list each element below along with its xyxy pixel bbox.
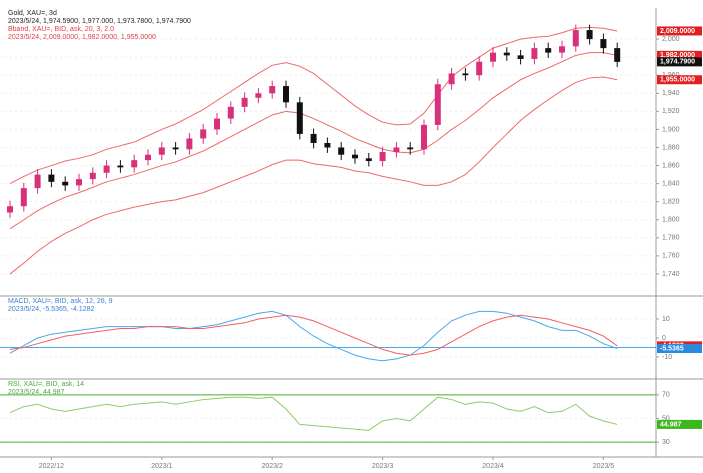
x-tick-label: 2023/2 (261, 463, 283, 470)
y-tick-label: 50 (662, 415, 670, 422)
candle-body (103, 165, 110, 173)
candle-body (531, 48, 538, 59)
candle-body (200, 129, 207, 139)
candle-body (365, 158, 372, 162)
candle-body (172, 147, 179, 150)
candle-body (338, 147, 345, 155)
y-tick-label: 2,000 (662, 36, 680, 43)
candle-body (214, 118, 220, 130)
candle-body (614, 48, 621, 62)
candle-body (241, 97, 248, 107)
candle-body (393, 147, 400, 152)
candle-body (352, 154, 358, 159)
candle-body (76, 179, 82, 186)
x-tick-label: 2023/3 (372, 463, 394, 470)
candle-body (20, 188, 27, 207)
candle-body (559, 46, 565, 53)
y-tick-label: 1,760 (662, 253, 680, 260)
candle-body (310, 133, 317, 143)
y-tick-label: 30 (662, 439, 670, 446)
y-tick-label: 1,880 (662, 144, 680, 151)
candle-body (490, 52, 496, 62)
legend-text: Gold, XAU=, 3d (8, 10, 57, 17)
y-tick-label: 0 (662, 335, 666, 342)
series-line (9, 52, 618, 230)
candle-body (503, 52, 510, 56)
legend-text: 2023/5/24, 2,009.0000, 1,982.0000, 1,955… (8, 34, 156, 41)
price-tag-label: 1,974.7900 (660, 59, 695, 66)
series-line (9, 314, 618, 356)
price-tag (657, 75, 702, 85)
candle-body (117, 165, 124, 168)
x-tick-label: 2022/12 (39, 463, 64, 470)
candle-body (186, 138, 193, 150)
candle-body (517, 55, 524, 59)
y-tick-label: 1,940 (662, 90, 680, 97)
candle-body (476, 61, 483, 76)
price-tag-label: 44.987 (660, 421, 682, 428)
x-tick-label: 2023/4 (482, 463, 504, 470)
x-tick-label: 2023/5 (593, 463, 615, 470)
candle-body (227, 106, 234, 119)
legend-text: 2023/5/24, 44.987 (8, 389, 65, 396)
y-tick-label: 10 (662, 316, 670, 323)
candle-body (407, 147, 414, 150)
candle-body (545, 48, 552, 53)
candle-body (296, 102, 303, 134)
candle-body (283, 86, 289, 103)
candle-body (158, 147, 165, 155)
price-tag (657, 26, 702, 36)
candle-body (269, 86, 276, 94)
candle-body (62, 181, 69, 186)
legend-text: MACD, XAU=, BID, ask, 12, 26, 9 (8, 298, 113, 305)
candle-body (255, 93, 262, 98)
candle-body (586, 30, 593, 40)
y-tick-label: 1,820 (662, 199, 680, 206)
y-tick-label: -10 (662, 354, 672, 361)
candle-body (462, 73, 469, 76)
y-tick-label: 1,900 (662, 126, 680, 133)
y-tick-label: 70 (662, 392, 670, 399)
candle-body (434, 84, 441, 125)
price-tag-label: 1,955.0000 (660, 77, 695, 84)
price-tag (657, 419, 702, 429)
candle-body (448, 73, 455, 85)
price-tag-label: 2,009.0000 (660, 28, 695, 35)
candle-body (131, 160, 138, 168)
candle-body (600, 39, 607, 49)
price-tag (657, 50, 702, 60)
series-line (9, 26, 618, 185)
price-tag (657, 344, 702, 354)
candle-body (48, 174, 55, 182)
y-tick-label: 1,840 (662, 180, 680, 187)
candle-body (421, 124, 427, 150)
candle-body (379, 152, 386, 162)
price-tag (657, 57, 702, 67)
y-tick-label: 1,920 (662, 108, 680, 115)
candle-body (34, 174, 41, 189)
candle-body (145, 154, 151, 161)
legend-text: 2023/5/24, 1,974.5900, 1,977.000, 1,973.… (8, 18, 191, 25)
x-tick-label: 2023/1 (151, 463, 173, 470)
series-line (9, 396, 618, 431)
legend-text: RSI, XAU=, BID, ask, 14 (8, 381, 84, 388)
y-tick-label: 1,800 (662, 217, 680, 224)
y-tick-label: 1,740 (662, 271, 680, 278)
y-tick-label: 1,860 (662, 162, 680, 169)
candle-body (7, 206, 13, 213)
candle-body (572, 30, 579, 47)
candle-body (324, 142, 331, 148)
y-tick-label: 1,780 (662, 235, 680, 242)
series-line (9, 76, 618, 275)
candle-body (89, 172, 96, 180)
legend-text: 2023/5/24, -5.5365, -4.1282 (8, 306, 95, 313)
price-tag-label: -5.5365 (660, 345, 684, 352)
legend-text: Bband, XAU=, BID, ask, 20, 3, 2.0 (8, 26, 114, 33)
price-tag-label: 1,982.0000 (660, 52, 695, 59)
